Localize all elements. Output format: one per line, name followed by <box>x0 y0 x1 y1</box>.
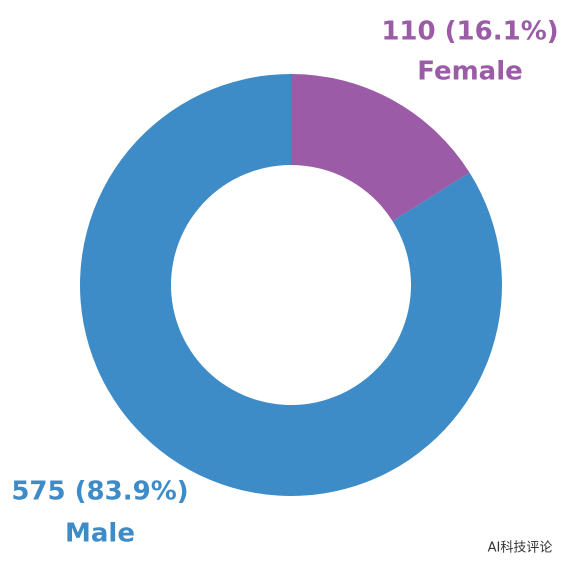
category-label: Male <box>65 519 135 549</box>
watermark: AI科技评论 <box>488 541 553 556</box>
category-label: Female <box>417 57 523 87</box>
slice <box>80 74 503 496</box>
value-label: 110 (16.1%) <box>381 17 558 47</box>
value-label: 575 (83.9%) <box>11 477 188 507</box>
slice <box>291 74 470 222</box>
